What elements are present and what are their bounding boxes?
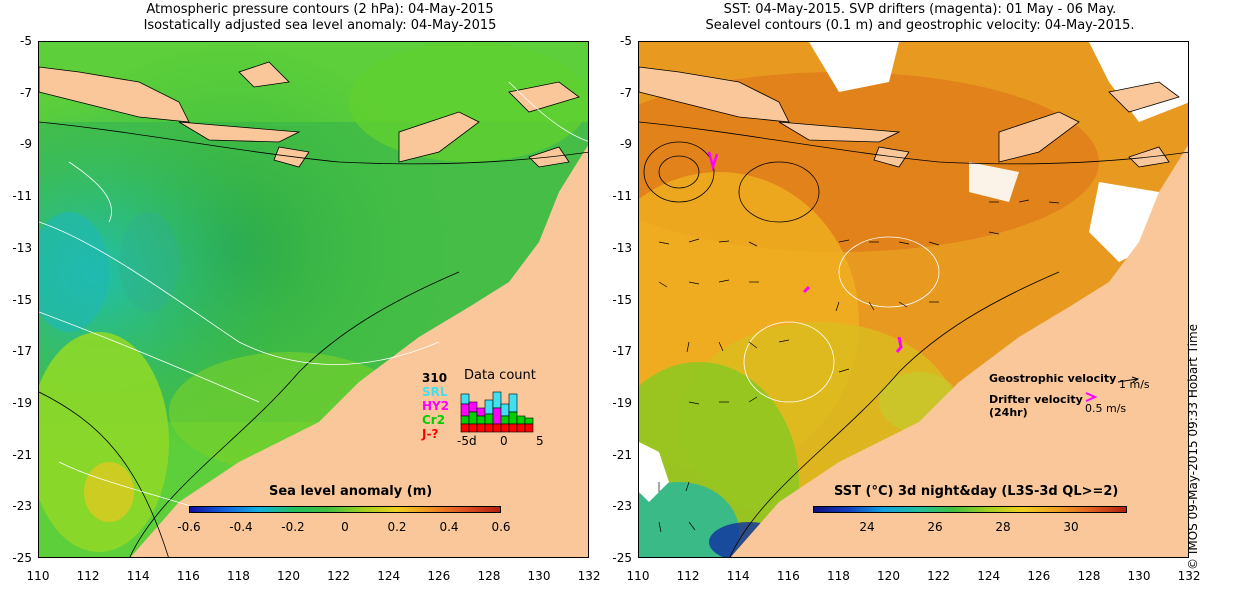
datacount-sat-j: J-?	[422, 427, 439, 441]
x-tick-label: 128	[477, 569, 501, 583]
y-tick-label: -7	[20, 85, 32, 100]
y-tick-label: -21	[612, 447, 632, 462]
x-tick-label: 116	[176, 569, 200, 583]
legend-geostrophic-label: Geostrophic velocity	[989, 372, 1117, 385]
drifter-arrow-icon	[1085, 392, 1098, 402]
left-cb-tick: -0.4	[229, 520, 253, 534]
left-cb-tick: 0.6	[491, 520, 511, 534]
sst-map: Geostrophic velocity 1 m/s Drifter veloc…	[638, 41, 1189, 558]
y-tick-label: -5	[620, 34, 632, 48]
x-tick-label: 124	[977, 569, 1001, 583]
x-tick-label: 128	[1077, 569, 1101, 583]
sst-map-svg	[639, 42, 1188, 557]
x-tick-label: 118	[826, 569, 850, 583]
datacount-sat-310: 310	[422, 371, 448, 385]
y-tick-label: -7	[620, 85, 632, 100]
left-cb-tick: -0.2	[281, 520, 305, 534]
x-tick-label: 126	[427, 569, 451, 583]
y-tick-label: -23	[12, 499, 32, 514]
x-tick-label: 110	[26, 569, 50, 583]
left-cb-tick: 0	[341, 520, 349, 534]
x-tick-label: 124	[377, 569, 401, 583]
y-tick-label: -11	[612, 189, 632, 204]
right-cb-tick: 26	[927, 520, 943, 534]
y-tick-label: -13	[612, 240, 632, 255]
right-colorbar-title: SST (°C) 3d night&day (L3S-3d QL>=2)	[834, 484, 1119, 499]
y-tick-label: -19	[12, 395, 32, 410]
y-tick-label: -5	[20, 34, 32, 48]
left-colorbar-title: Sea level anomaly (m)	[269, 484, 433, 499]
y-tick-label: -15	[612, 292, 632, 307]
y-tick-label: -17	[12, 344, 32, 359]
x-tick-label: 110	[626, 569, 650, 583]
datacount-sat-srl: SRL	[422, 385, 448, 399]
right-cb-tick: 24	[859, 520, 875, 534]
y-tick-label: -11	[12, 189, 32, 204]
right-cb-tick: 28	[995, 520, 1011, 534]
x-tick-label: 130	[527, 569, 551, 583]
datacount-axis-0: 0	[500, 434, 508, 448]
copyright-text: © IMOS 09-May-2015 09:33 Hobart Time	[1186, 323, 1200, 570]
x-tick-label: 114	[726, 569, 750, 583]
x-tick-label: 118	[226, 569, 250, 583]
y-tick-label: -25	[12, 551, 32, 565]
x-tick-label: 112	[676, 569, 700, 583]
y-tick-label: -17	[612, 344, 632, 359]
y-tick-label: -23	[612, 499, 632, 514]
sea-level-colorbar	[189, 506, 501, 513]
x-tick-label: 112	[76, 569, 100, 583]
right-title-2: Sealevel contours (0.1 m) and geostrophi…	[705, 18, 1135, 33]
sst-colorbar	[813, 506, 1127, 513]
datacount-histogram	[460, 391, 534, 433]
right-cb-tick: 30	[1063, 520, 1079, 534]
left-title-2: Isostatically adjusted sea level anomaly…	[143, 18, 497, 33]
legend-geostrophic-unit: 1 m/s	[1119, 378, 1150, 391]
x-tick-label: 132	[577, 569, 601, 583]
left-title-1: Atmospheric pressure contours (2 hPa): 0…	[146, 2, 494, 17]
y-tick-label: -15	[12, 292, 32, 307]
datacount-title: Data count	[464, 368, 536, 383]
right-title-1: SST: 04-May-2015. SVP drifters (magenta)…	[723, 2, 1117, 17]
datacount-axis-5: 5	[536, 434, 544, 448]
x-tick-label: 120	[277, 569, 300, 583]
sea-level-anomaly-map: 310 SRL HY2 Cr2 J-? Data count -5d 0 5 S…	[38, 41, 589, 558]
x-tick-label: 126	[1027, 569, 1051, 583]
left-cb-tick: 0.4	[439, 520, 459, 534]
datacount-axis-minus5: -5d	[457, 434, 477, 448]
x-tick-label: 122	[927, 569, 951, 583]
y-tick-label: -9	[20, 137, 32, 152]
y-tick-label: -9	[620, 137, 632, 152]
y-tick-label: -19	[612, 395, 632, 410]
y-tick-label: -13	[12, 240, 32, 255]
left-cb-tick: 0.2	[387, 520, 407, 534]
y-tick-label: -25	[612, 551, 632, 565]
datacount-sat-hy2: HY2	[422, 399, 450, 413]
left-cb-tick: -0.6	[177, 520, 201, 534]
x-tick-label: 132	[1177, 569, 1201, 583]
geostrophic-arrow-icon	[1117, 376, 1140, 383]
x-tick-label: 122	[327, 569, 351, 583]
x-tick-label: 114	[126, 569, 150, 583]
x-tick-label: 130	[1127, 569, 1151, 583]
datacount-sat-cr2: Cr2	[422, 413, 446, 427]
legend-drifter-unit: 0.5 m/s	[1085, 402, 1127, 415]
sea-level-map-svg	[39, 42, 588, 557]
y-tick-label: -21	[12, 447, 32, 462]
x-tick-label: 116	[776, 569, 800, 583]
x-tick-label: 120	[877, 569, 900, 583]
legend-drifter-label-2: (24hr)	[989, 406, 1028, 419]
legend-drifter-label: Drifter velocity	[989, 393, 1083, 406]
